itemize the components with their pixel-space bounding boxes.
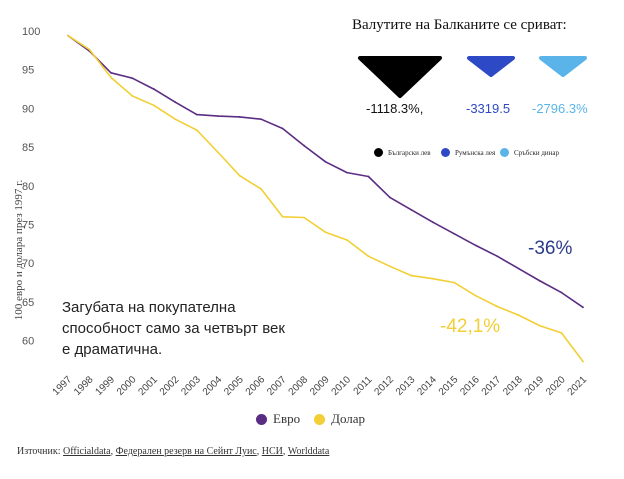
euro-data-point: [453, 232, 456, 235]
y-tick-label: 90: [22, 103, 34, 115]
inset-legend-bgn: Български лев: [374, 148, 431, 157]
usd-data-point: [110, 76, 112, 79]
euro-data-point: [431, 221, 434, 224]
source-prefix: Източник:: [17, 446, 61, 457]
inset-legend-bgn-label: Български лев: [388, 148, 431, 157]
euro-data-point: [260, 118, 263, 121]
usd-data-point: [260, 187, 263, 190]
euro-dot-icon: [256, 413, 267, 425]
y-tick-label: 70: [22, 258, 34, 270]
usd-data-point: [517, 314, 520, 316]
usd-data-point: [453, 281, 456, 284]
source-separator: ,: [282, 446, 286, 457]
inset-title: Валутите на Балканите се сриват:: [352, 17, 567, 33]
euro-data-point: [303, 144, 305, 147]
euro-data-point: [281, 127, 284, 130]
usd-dot-icon: [314, 413, 326, 425]
usd-data-point: [560, 331, 563, 334]
inset-legend-rsd-label: Сръбски динар: [514, 148, 560, 157]
source-separator: ,: [256, 446, 260, 457]
usd-data-point: [496, 305, 499, 308]
y-tick-label: 75: [22, 220, 34, 232]
usd-data-point: [346, 239, 348, 241]
usd-data-point: [367, 255, 370, 258]
bgn-triangle: [358, 56, 442, 98]
legend-item-euro: Евро: [256, 411, 300, 427]
usd-data-point: [324, 231, 327, 234]
usd-data-point: [431, 277, 434, 280]
usd-data-point: [217, 151, 220, 154]
y-tick-label: 85: [22, 142, 34, 154]
euro-data-point: [388, 196, 391, 199]
euro-data-point: [560, 291, 563, 294]
usd-data-point: [152, 104, 155, 107]
usd-data-point: [88, 48, 91, 51]
euro-data-point: [496, 255, 499, 258]
usd-data-point: [67, 34, 69, 37]
source-link-worlddata[interactable]: Worlddata: [287, 446, 330, 457]
euro-data-point: [152, 88, 155, 90]
legend-item-usd: Долар: [314, 411, 365, 427]
euro-data-point: [110, 71, 112, 74]
inset-legend-ron-label: Румънска лея: [455, 148, 496, 157]
ron-dot-icon: [441, 148, 450, 157]
euro-data-point: [238, 116, 241, 118]
usd-data-point: [474, 294, 477, 297]
usd-data-point: [582, 360, 584, 363]
annotation-text: Загубата на покупателна способност само …: [62, 299, 285, 358]
euro-data-point: [474, 244, 477, 247]
usd-data-point: [238, 174, 241, 177]
usd-change-label: -42,1%: [440, 316, 501, 337]
y-tick-label: 95: [22, 65, 34, 77]
y-tick-label: 80: [22, 181, 34, 193]
usd-data-point: [303, 216, 305, 219]
euro-data-point: [539, 280, 541, 282]
usd-data-point: [174, 118, 177, 121]
legend-euro-label: Евро: [273, 411, 301, 426]
inset-legend-ron: Румънска лея: [441, 148, 495, 157]
euro-change-label: -36%: [528, 238, 573, 259]
source-link-nsi[interactable]: НСИ: [261, 446, 283, 457]
euro-data-point: [517, 267, 520, 270]
source-separator: ,: [110, 446, 114, 457]
euro-data-point: [367, 175, 370, 178]
ron-value-label: -3319.5: [466, 101, 511, 116]
usd-data-point: [131, 95, 134, 97]
rsd-triangle: [539, 56, 587, 77]
rsd-dot-icon: [500, 148, 509, 157]
euro-data-point: [217, 115, 220, 118]
chart-legend: Евро Долар: [256, 411, 379, 427]
euro-data-point: [582, 306, 584, 309]
euro-data-point: [410, 208, 413, 211]
usd-data-point: [195, 129, 198, 131]
inset-legend-rsd: Сръбски динар: [500, 148, 559, 157]
euro-data-point: [324, 160, 327, 163]
y-tick-label: 60: [22, 336, 34, 348]
usd-data-point: [410, 274, 413, 277]
source-link-fed[interactable]: Федерален резерв на Сейнт Луис: [115, 446, 257, 457]
y-tick-label: 65: [22, 297, 34, 309]
ron-triangle: [467, 56, 515, 77]
bgn-dot-icon: [374, 148, 383, 157]
rsd-value-label: -2796.3%: [532, 101, 588, 116]
euro-data-point: [195, 113, 198, 116]
usd-data-point: [539, 324, 541, 327]
euro-data-point: [174, 101, 177, 104]
bgn-value-label: -1118.3%,: [366, 101, 424, 116]
y-tick-label: 100: [22, 26, 40, 38]
usd-data-point: [281, 215, 284, 218]
source-line: Източник: Officialdata, Федерален резерв…: [17, 446, 329, 457]
source-link-officialdata[interactable]: Officialdata: [63, 446, 111, 457]
usd-data-point: [388, 265, 391, 268]
euro-data-point: [131, 77, 134, 80]
euro-data-point: [346, 171, 348, 174]
legend-usd-label: Долар: [331, 411, 366, 426]
